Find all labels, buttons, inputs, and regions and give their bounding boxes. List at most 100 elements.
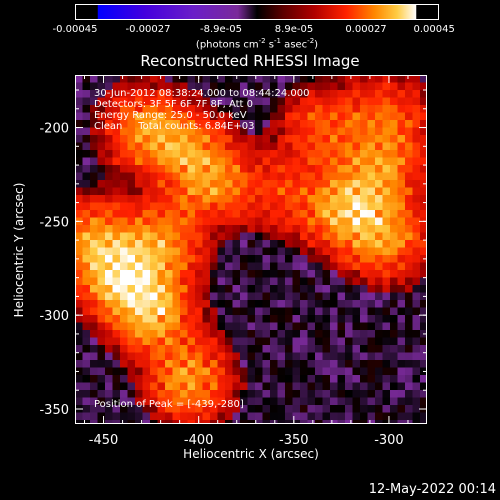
heatmap-cell [405, 187, 413, 196]
heatmap-cell [172, 322, 181, 331]
heatmap-cell [217, 412, 226, 421]
heatmap-cell [217, 150, 226, 158]
heatmap-cell [202, 97, 211, 106]
heatmap-cell [180, 337, 188, 346]
heatmap-cell [75, 412, 83, 421]
heatmap-cell [300, 315, 308, 323]
heatmap-cell [405, 172, 413, 181]
heatmap-cell [232, 292, 241, 301]
heatmap-cell [120, 232, 128, 241]
heatmap-cell [360, 172, 368, 181]
heatmap-cell [202, 172, 211, 181]
heatmap-cell [180, 195, 188, 203]
heatmap-cell [187, 397, 196, 406]
heatmap-cell [210, 405, 218, 413]
heatmap-cell [97, 345, 106, 353]
heatmap-cell [240, 330, 248, 338]
heatmap-cell [120, 157, 128, 166]
heatmap-cell [270, 255, 278, 263]
heatmap-cell [232, 202, 241, 211]
heatmap-cell [240, 180, 248, 188]
heatmap-cell [195, 375, 203, 383]
heatmap-cell [180, 90, 188, 98]
heatmap-cell [217, 240, 226, 248]
heatmap-cell [165, 390, 173, 398]
heatmap-cell [322, 255, 331, 263]
heatmap-cell [300, 202, 308, 211]
heatmap-cell [300, 412, 308, 421]
heatmap-cell [382, 202, 391, 211]
heatmap-cell [217, 360, 226, 368]
heatmap-cell [90, 165, 98, 173]
heatmap-cell [82, 300, 91, 308]
heatmap-cell [255, 195, 263, 203]
heatmap-cell [217, 225, 226, 233]
heatmap-cell [232, 105, 241, 113]
heatmap-cell [127, 180, 136, 188]
heatmap-cell [217, 112, 226, 121]
heatmap-cell [187, 187, 196, 196]
heatmap-cell [195, 240, 203, 248]
heatmap-cell [300, 375, 308, 383]
heatmap-cell [345, 195, 353, 203]
heatmap-cell [397, 352, 406, 361]
heatmap-cell [240, 292, 248, 301]
heatmap-cell [217, 90, 226, 98]
heatmap-cell [285, 397, 293, 406]
heatmap-cell [352, 240, 361, 248]
heatmap-cell [165, 300, 173, 308]
heatmap-cell [307, 337, 316, 346]
heatmap-cell [127, 165, 136, 173]
heatmap-cell [120, 135, 128, 143]
heatmap-cell [285, 420, 293, 424]
heatmap-cell [352, 232, 361, 241]
heatmap-cell [262, 90, 271, 98]
heatmap-cell [330, 225, 338, 233]
heatmap-cell [105, 390, 113, 398]
heatmap-cell [82, 330, 91, 338]
heatmap-cell [127, 127, 136, 136]
heatmap-cell [390, 292, 398, 301]
heatmap-cell [292, 195, 301, 203]
heatmap-cell [292, 412, 301, 421]
heatmap-cell [255, 75, 263, 83]
heatmap-cell [270, 420, 278, 424]
heatmap-cell [112, 90, 121, 98]
heatmap-cell [285, 112, 293, 121]
heatmap-cell [405, 75, 413, 83]
heatmap-cell [285, 195, 293, 203]
heatmap-cell [217, 210, 226, 218]
heatmap-cell [202, 367, 211, 376]
heatmap-cell [285, 367, 293, 376]
heatmap-cell [315, 150, 323, 158]
heatmap-cell [202, 180, 211, 188]
heatmap-cell [255, 405, 263, 413]
heatmap-cell [412, 217, 421, 226]
heatmap-cell [360, 255, 368, 263]
heatmap-cell [217, 180, 226, 188]
heatmap-cell [360, 135, 368, 143]
heatmap-cell [247, 420, 256, 424]
heatmap-cell [75, 337, 83, 346]
heatmap-cell [345, 345, 353, 353]
heatmap-cell [285, 135, 293, 143]
heatmap-cell [262, 180, 271, 188]
heatmap-cell [405, 210, 413, 218]
heatmap-cell [90, 172, 98, 181]
heatmap-cell [367, 75, 376, 83]
heatmap-cell [292, 292, 301, 301]
heatmap-cell [225, 367, 233, 376]
heatmap-cell [285, 352, 293, 361]
heatmap-cell [135, 210, 143, 218]
heatmap-cell [322, 120, 331, 128]
heatmap-cell [330, 360, 338, 368]
heatmap-cell [397, 277, 406, 286]
heatmap-cell [210, 225, 218, 233]
heatmap-cell [420, 345, 427, 353]
heatmap-cell [420, 390, 427, 398]
heatmap-cell [202, 127, 211, 136]
heatmap-cell [382, 157, 391, 166]
heatmap-cell [172, 382, 181, 391]
heatmap-cell [120, 225, 128, 233]
heatmap-cell [307, 232, 316, 241]
